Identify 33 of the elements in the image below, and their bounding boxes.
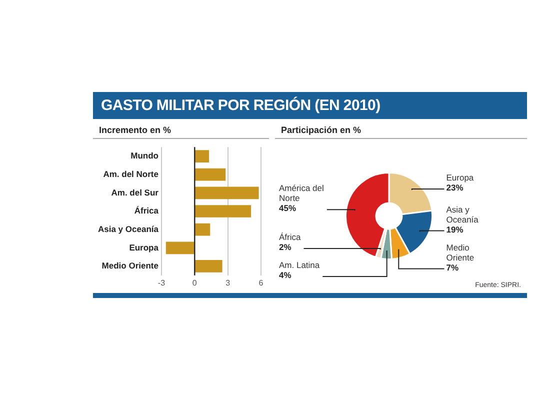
data-label: 23% [446,182,464,193]
bar [195,186,259,200]
y-tick-label: Mundo [130,150,158,161]
x-tick-label: 0 [192,278,198,288]
x-tick-label: 6 [258,278,264,288]
x-tick-label: 3 [226,278,231,288]
data-label: 19% [446,224,464,234]
y-tick-label: África [134,206,159,216]
y-tick-label: Asia y Oceanía [98,224,159,234]
data-label: 4% [279,270,292,280]
slice-label: América del Norte [279,183,324,204]
data-label: 2% [279,242,292,252]
y-tick-label: Am. del Sur [111,187,160,198]
bar [195,168,226,181]
bar [166,242,194,254]
slice-label: Medio Oriente [446,242,474,262]
data-label: 45% [279,203,296,214]
bar [195,150,210,162]
data-label: 7% [446,262,459,272]
slice-label: África [279,232,301,242]
bar [195,223,210,236]
y-tick-label: Europa [129,242,159,252]
y-tick-label: Am. del Norte [103,168,159,179]
chart-subtitle: Participación en % [275,119,527,139]
y-tick-label: Medio Oriente [102,260,159,271]
slice-label: Am. Latina [279,260,320,270]
chart-subtitle: Incremento en % [93,119,269,139]
x-tick-label: -3 [158,278,166,288]
chart-title: GASTO MILITAR POR REGIÓN (EN 2010) [93,92,527,119]
slice-label: Asia y Oceanía [446,204,479,224]
bar [195,205,252,218]
bar [195,260,222,272]
slice-label: Europa [446,172,474,183]
